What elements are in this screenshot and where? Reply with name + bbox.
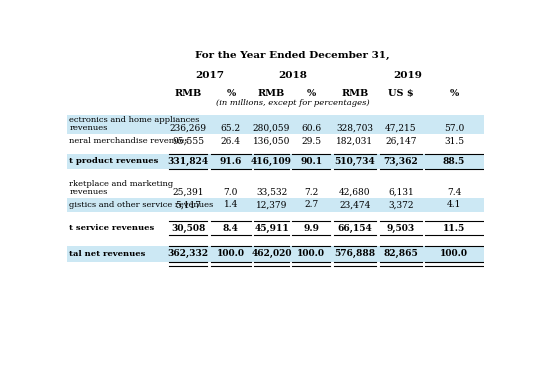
Text: 73,362: 73,362 — [384, 157, 418, 166]
FancyBboxPatch shape — [67, 154, 484, 169]
Text: neral merchandise revenues: neral merchandise revenues — [69, 137, 189, 145]
Text: 2.7: 2.7 — [304, 201, 318, 209]
Text: 1.4: 1.4 — [224, 201, 238, 209]
Text: revenues: revenues — [69, 188, 108, 196]
Text: 100.0: 100.0 — [297, 249, 325, 258]
FancyBboxPatch shape — [67, 198, 484, 212]
Text: 8.4: 8.4 — [223, 224, 239, 233]
Text: 90.1: 90.1 — [300, 157, 322, 166]
Text: 23,474: 23,474 — [339, 201, 371, 209]
Text: %: % — [307, 89, 316, 98]
Text: 100.0: 100.0 — [217, 249, 245, 258]
Text: 136,050: 136,050 — [253, 136, 290, 146]
Text: 42,680: 42,680 — [339, 188, 371, 197]
Text: 82,865: 82,865 — [384, 249, 418, 258]
Text: t product revenues: t product revenues — [69, 157, 159, 166]
Text: 30,508: 30,508 — [171, 224, 206, 233]
Text: tal net revenues: tal net revenues — [69, 250, 146, 257]
Text: 3,372: 3,372 — [388, 201, 414, 209]
Text: 510,734: 510,734 — [335, 157, 376, 166]
Text: 33,532: 33,532 — [256, 188, 287, 197]
Text: 6,131: 6,131 — [388, 188, 414, 197]
Text: 416,109: 416,109 — [251, 157, 292, 166]
Text: 26.4: 26.4 — [221, 136, 241, 146]
Text: 2018: 2018 — [278, 71, 307, 80]
Text: %: % — [226, 89, 236, 98]
Text: 12,379: 12,379 — [256, 201, 287, 209]
Text: RMB: RMB — [174, 89, 202, 98]
Text: gistics and other service revenues: gistics and other service revenues — [69, 201, 214, 209]
Text: t service revenues: t service revenues — [69, 224, 154, 232]
Text: 462,020: 462,020 — [251, 249, 292, 258]
Text: 25,391: 25,391 — [172, 188, 204, 197]
Text: 328,703: 328,703 — [336, 124, 373, 133]
Text: 9,503: 9,503 — [387, 224, 415, 233]
Text: 5,117: 5,117 — [175, 201, 201, 209]
Text: 57.0: 57.0 — [444, 124, 464, 133]
Text: 91.6: 91.6 — [220, 157, 242, 166]
Text: 7.4: 7.4 — [447, 188, 461, 197]
Text: 95,555: 95,555 — [172, 136, 204, 146]
Text: 29.5: 29.5 — [301, 136, 321, 146]
FancyBboxPatch shape — [67, 245, 484, 262]
Text: rketplace and marketing: rketplace and marketing — [69, 180, 174, 188]
Text: 280,059: 280,059 — [253, 124, 290, 133]
Text: 66,154: 66,154 — [337, 224, 372, 233]
Text: 182,031: 182,031 — [336, 136, 373, 146]
Text: (in millions, except for percentages): (in millions, except for percentages) — [216, 99, 369, 107]
Text: 100.0: 100.0 — [440, 249, 468, 258]
Text: US $: US $ — [388, 89, 414, 98]
Text: 236,269: 236,269 — [169, 124, 207, 133]
Text: RMB: RMB — [258, 89, 285, 98]
Text: 2019: 2019 — [394, 71, 422, 80]
Text: 88.5: 88.5 — [443, 157, 465, 166]
Text: 4.1: 4.1 — [447, 201, 461, 209]
Text: For the Year Ended December 31,: For the Year Ended December 31, — [195, 51, 390, 60]
Text: ectronics and home appliances: ectronics and home appliances — [69, 116, 200, 124]
Text: 60.6: 60.6 — [301, 124, 321, 133]
Text: 47,215: 47,215 — [385, 124, 416, 133]
Text: 65.2: 65.2 — [221, 124, 241, 133]
Text: 45,911: 45,911 — [254, 224, 289, 233]
Text: 7.2: 7.2 — [304, 188, 318, 197]
Text: 7.0: 7.0 — [224, 188, 238, 197]
Text: %: % — [449, 89, 458, 98]
Text: 576,888: 576,888 — [335, 249, 376, 258]
Text: revenues: revenues — [69, 124, 108, 132]
FancyBboxPatch shape — [67, 115, 484, 134]
Text: 331,824: 331,824 — [168, 157, 209, 166]
Text: 2017: 2017 — [195, 71, 224, 80]
Text: 31.5: 31.5 — [444, 136, 464, 146]
Text: 9.9: 9.9 — [303, 224, 319, 233]
Text: 26,147: 26,147 — [385, 136, 416, 146]
Text: 362,332: 362,332 — [168, 249, 209, 258]
Text: RMB: RMB — [341, 89, 369, 98]
Text: 11.5: 11.5 — [443, 224, 465, 233]
